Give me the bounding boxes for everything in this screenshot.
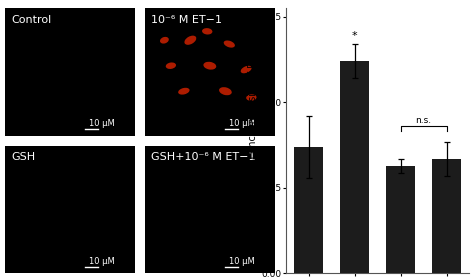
Bar	[432, 159, 461, 273]
Bar	[294, 147, 323, 273]
Text: 10 μM: 10 μM	[89, 257, 115, 266]
Text: 10 μM: 10 μM	[229, 119, 255, 128]
Bar	[340, 61, 369, 273]
Ellipse shape	[219, 87, 232, 95]
Text: Control: Control	[11, 15, 52, 25]
Text: GSH: GSH	[11, 152, 36, 162]
Text: 10 μM: 10 μM	[89, 119, 115, 128]
Text: 10⁻⁶ M ET−1: 10⁻⁶ M ET−1	[151, 15, 222, 25]
Ellipse shape	[241, 66, 252, 73]
Text: *: *	[352, 31, 357, 41]
Ellipse shape	[160, 37, 169, 44]
Ellipse shape	[203, 62, 216, 70]
Bar	[386, 166, 415, 273]
Ellipse shape	[184, 36, 196, 45]
Ellipse shape	[224, 40, 235, 48]
Text: GSH+10⁻⁶ M ET−1: GSH+10⁻⁶ M ET−1	[151, 152, 256, 162]
Ellipse shape	[246, 94, 256, 101]
Ellipse shape	[178, 88, 190, 95]
Y-axis label: Relative fluorescence intensity of ROS: Relative fluorescence intensity of ROS	[247, 47, 257, 234]
Ellipse shape	[202, 28, 212, 35]
Ellipse shape	[166, 62, 176, 69]
Text: n.s.: n.s.	[416, 116, 432, 125]
Text: 10 μM: 10 μM	[229, 257, 255, 266]
